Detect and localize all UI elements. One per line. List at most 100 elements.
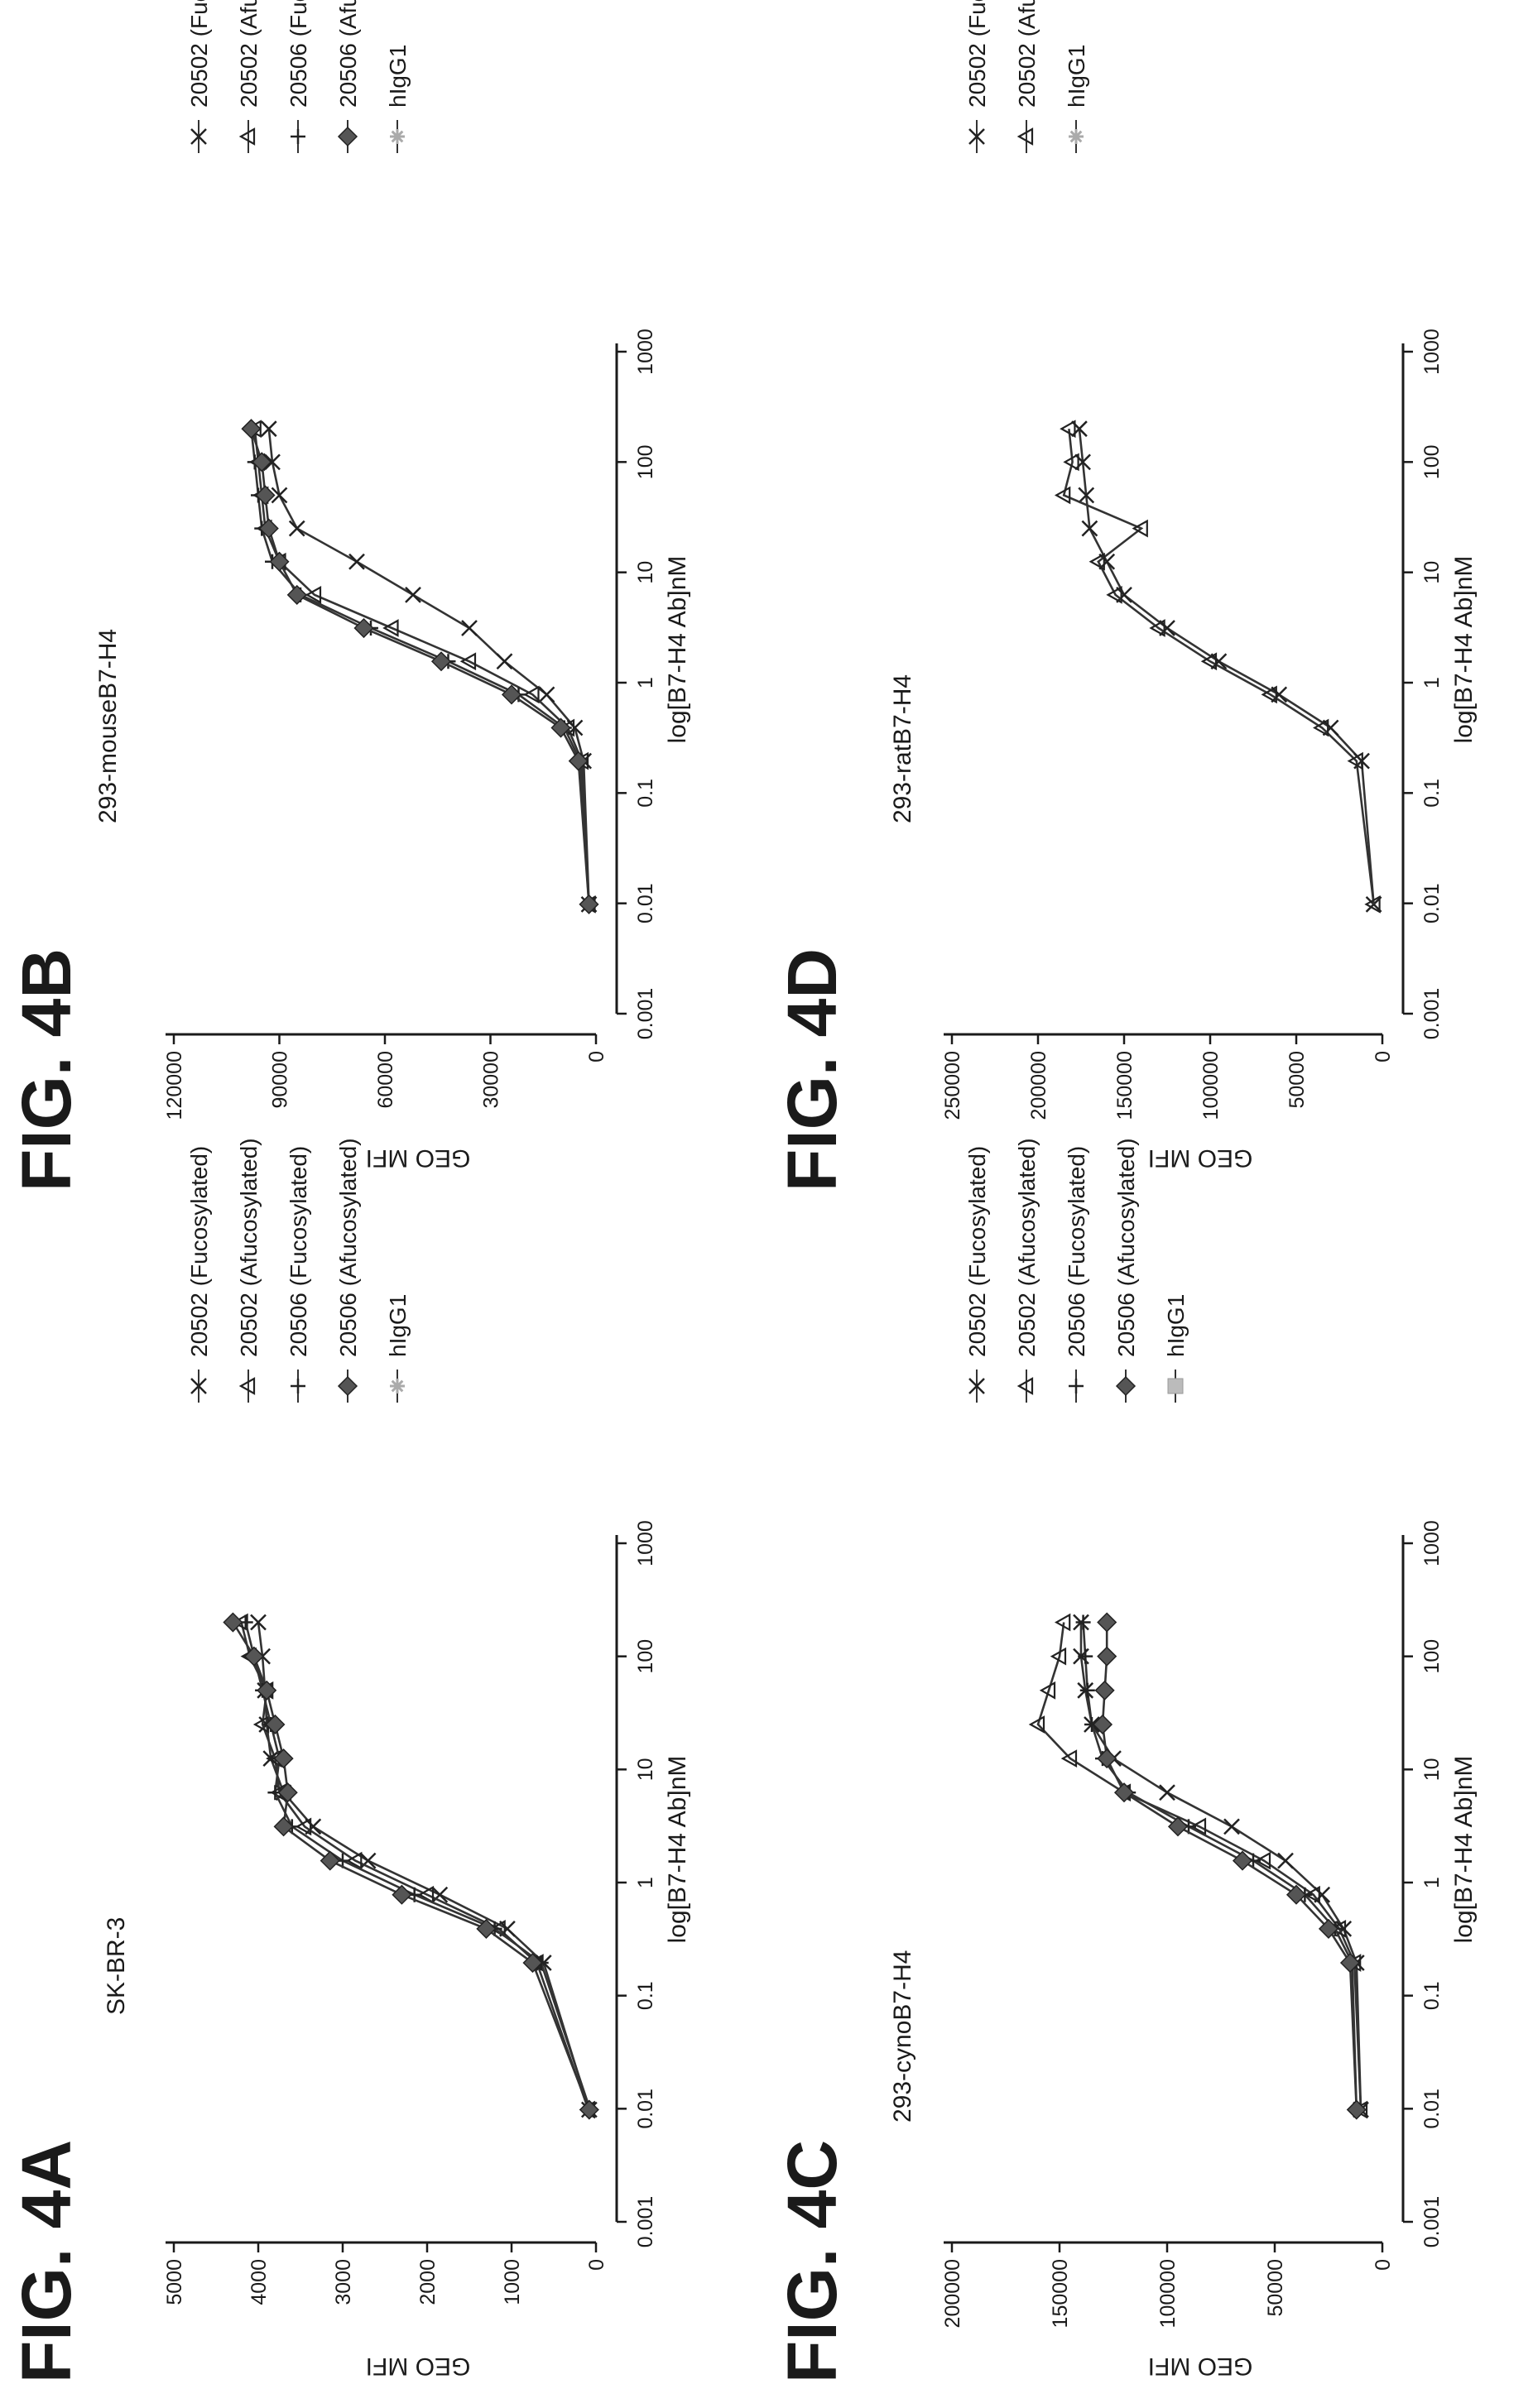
data-point [1060,420,1076,439]
fit-curve [1082,1622,1358,2110]
data-point [286,584,307,605]
legend-marker [1069,1379,1084,1393]
data-point [579,894,599,914]
x-tick-label: 100 [634,1639,657,1674]
fig-label-4c: FIG. 4C [773,2140,851,2383]
legend-label: 20506 (Afucosylated) [335,0,361,108]
data-point [305,1818,322,1835]
panel-title: 293-mouseB7-H4 [94,629,122,823]
legend-marker [390,129,405,144]
data-point [1039,1681,1056,1700]
data-point [264,453,281,471]
data-point [1113,1782,1135,1803]
data-point [1097,1748,1117,1769]
y-tick-label: 120000 [163,1051,186,1120]
data-point [1159,1784,1175,1801]
x-tick-label: 1 [1420,677,1444,688]
series-group [250,1614,598,2118]
data-point [1054,486,1071,505]
legend-marker [968,128,985,145]
legend-marker [291,129,305,144]
y-tick-label: 3000 [332,2259,355,2305]
data-point [223,1612,243,1633]
data-point [257,1680,277,1700]
x-tick-label: 1 [634,677,657,688]
legend-marker [238,1377,256,1395]
data-point [359,1852,377,1869]
fit-curve [267,429,590,904]
data-point [1329,1920,1347,1938]
x-tick-label: 0.01 [1420,883,1444,923]
x-tick-label: 0.001 [634,2196,657,2248]
data-point [476,1918,497,1939]
data-point [538,686,555,703]
legend-marker [190,1378,207,1394]
x-tick-label: 1000 [634,329,657,375]
panel-fig-4c: 293-cynoB7-H4 0 50000 100000 150000 200000 0.0… [889,1138,1478,2380]
y-tick-label: 100000 [1156,2259,1180,2328]
data-point [353,617,374,639]
data-point [417,1885,435,1904]
data-point [1079,1682,1095,1698]
data-point [392,1884,412,1905]
legend-label: 20502 (Fucosylated) [964,0,990,108]
x-axis-title: log[B7-H4 Ab]nM [1450,1756,1478,1944]
series-group [243,421,597,912]
legend-label: hIgG1 [1163,1294,1189,1357]
data-point [1149,619,1165,637]
legend: 20502 (Fucosylated) 20502 (Afucosylated) 2… [186,0,411,153]
fit-curve [1078,429,1375,904]
legend-label: hIgG1 [385,1294,411,1357]
y-axis-title: GEO MFI [366,2353,471,2380]
legend-marker [337,126,358,147]
legend-marker [190,128,207,145]
y-tick-label: 150000 [1113,1051,1137,1120]
y-tick-label: 150000 [1049,2259,1072,2328]
fig-label-4d: FIG. 4D [773,948,851,1192]
data-point [1339,1952,1361,1974]
y-axis-title: GEO MFI [1148,1144,1253,1172]
x-tick-label: 1000 [1420,1520,1444,1566]
data-point [459,652,477,671]
y-tick-label: 50000 [1264,2259,1287,2317]
y-tick-label: 50000 [1286,1051,1309,1109]
x-tick-label: 0.001 [634,988,657,1040]
data-point [382,619,399,637]
y-axis-title: GEO MFI [366,1144,471,1172]
x-tick-label: 100 [1420,1639,1444,1674]
data-point [568,751,589,771]
x-tick-label: 1 [1420,1877,1444,1888]
data-point [1318,1918,1339,1939]
series-group [1054,420,1381,914]
legend-label: 20506 (Afucosylated) [1113,1138,1139,1357]
x-tick-label: 0.001 [1420,988,1444,1040]
legend: 20502 (Fucosylated) 20502 (Afucosylated) 2… [964,1138,1189,1403]
data-point [1347,751,1363,770]
y-tick-label: 1000 [501,2259,524,2305]
legend-label: 20506 (Fucosylated) [286,1146,311,1357]
legend-marker [1069,129,1084,144]
data-point [1106,586,1122,604]
y-tick-label: 100000 [1199,1051,1223,1120]
y-tick-label: 200000 [1027,1051,1050,1120]
fig-label-4b: FIG. 4B [7,948,85,1192]
data-point [1277,1852,1294,1869]
data-point [522,1952,543,1974]
series-group [1071,420,1382,913]
x-tick-label: 0.1 [634,1981,657,2010]
x-tick-label: 10 [1420,561,1444,584]
fit-curve [1079,1622,1362,2110]
data-point [1159,620,1175,636]
x-tick-label: 100 [1420,444,1444,479]
data-point [1097,1646,1117,1667]
legend-label: 20502 (Fucosylated) [964,1146,990,1357]
data-point [430,651,452,672]
y-tick-label: 0 [1372,1051,1395,1062]
legend-marker [1016,127,1034,146]
data-point [348,553,365,570]
data-point [305,586,322,604]
legend-marker [390,1379,405,1393]
data-point [1054,1613,1071,1632]
data-point [271,487,288,504]
